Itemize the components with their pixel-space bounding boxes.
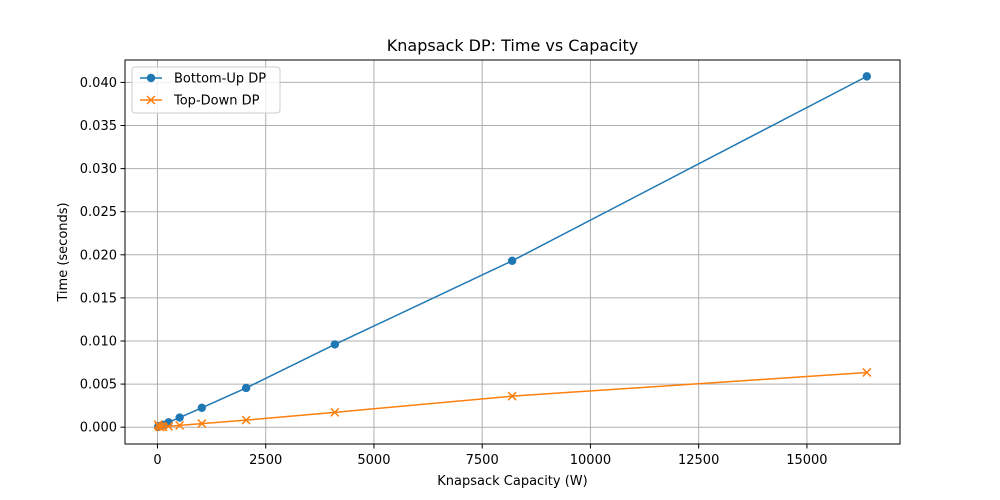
- legend-x-marker-stroke: [146, 95, 156, 105]
- data-point-top-down-dp-stroke: [241, 415, 251, 425]
- data-point-top-down-dp: [164, 421, 174, 431]
- data-point-top-down-dp: [175, 420, 185, 430]
- x-ticks: 0 2500 5000 7500 10000 12500 15000: [153, 444, 828, 468]
- y-tick-label: 0.015: [80, 291, 117, 306]
- series-top-down-dp: [153, 367, 872, 432]
- data-point-bottom-up-dp: [241, 383, 251, 393]
- data-point-top-down-dp: [330, 407, 340, 417]
- legend-marker-bottom-up: [146, 73, 156, 83]
- chart-title: Knapsack DP: Time vs Capacity: [387, 36, 638, 55]
- data-point-top-down-dp-stroke: [197, 419, 207, 429]
- series-layer: [153, 72, 872, 432]
- y-tick-label: 0.025: [80, 205, 117, 220]
- y-tick-label: 0.030: [80, 162, 117, 177]
- legend-box: [131, 66, 281, 114]
- data-point-top-down-dp: [155, 422, 165, 432]
- data-point-top-down-dp: [197, 419, 207, 429]
- legend-label-bottom-up: Bottom-Up DP: [174, 72, 266, 87]
- plot-frame: [124, 59, 901, 445]
- y-tick-label: 0.000: [80, 421, 117, 436]
- y-tick-label: 0.005: [80, 378, 117, 393]
- x-tick-label: 12500: [678, 453, 719, 468]
- data-point-bottom-up-dp: [175, 413, 184, 422]
- y-axis-label: Time (seconds): [56, 202, 71, 302]
- x-tick-label: 15000: [786, 453, 827, 468]
- data-point-bottom-up-dp: [507, 256, 517, 266]
- data-point-top-down-dp-stroke: [507, 391, 517, 401]
- legend-label-top-down: Top-Down DP: [173, 94, 260, 109]
- data-point-bottom-up-dp: [862, 72, 872, 81]
- data-point-top-down-dp-stroke: [330, 407, 340, 417]
- x-tick-label: 5000: [357, 453, 390, 468]
- data-point-bottom-up-dp: [197, 403, 207, 412]
- data-point-top-down-dp-stroke: [175, 420, 185, 430]
- y-ticks: 0.000 0.005 0.010 0.015 0.020 0.025 0.030 0.035…: [80, 76, 125, 436]
- y-tick-label: 0.010: [80, 334, 117, 349]
- x-tick-label: 2500: [249, 453, 282, 468]
- data-point-bottom-up-dp: [330, 340, 340, 349]
- data-point-top-down-dp: [507, 391, 517, 401]
- data-point-top-down-dp-stroke: [862, 367, 872, 377]
- legend-marker-top-down: [146, 95, 156, 105]
- data-point-top-down-dp: [241, 415, 251, 425]
- x-tick-label: 7500: [466, 453, 499, 468]
- y-tick-label: 0.020: [80, 248, 117, 263]
- data-point-top-down-dp-stroke: [155, 422, 165, 432]
- legend: Bottom-Up DP Top-Down DP: [131, 66, 281, 114]
- data-point-top-down-dp: [862, 367, 872, 377]
- y-tick-label: 0.040: [80, 76, 117, 91]
- y-tick-label: 0.035: [80, 119, 117, 134]
- data-point-top-down-dp-stroke: [164, 421, 174, 431]
- x-axis-label: Knapsack Capacity (W): [437, 474, 587, 489]
- x-tick-label: 10000: [570, 453, 611, 468]
- x-tick-label: 0: [153, 453, 161, 468]
